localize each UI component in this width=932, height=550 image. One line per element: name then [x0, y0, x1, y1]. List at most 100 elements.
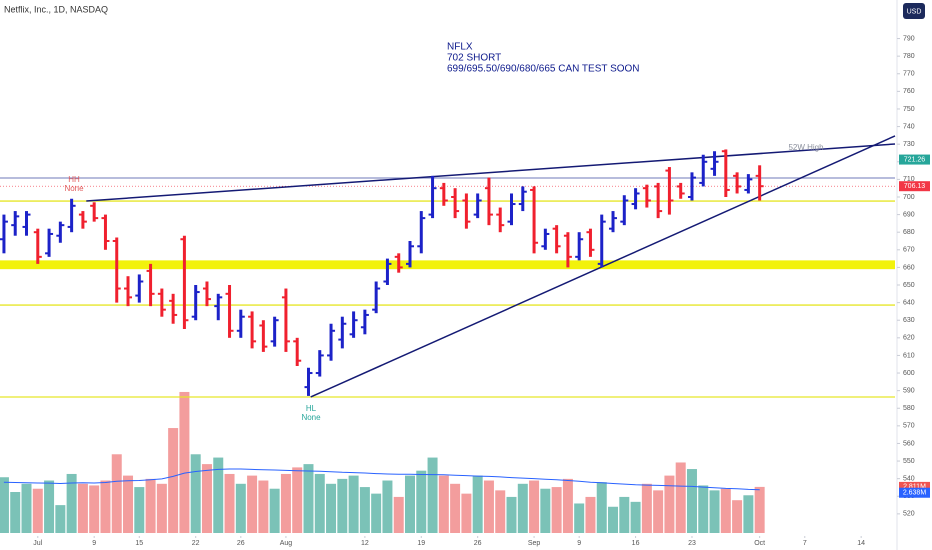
volume-bar — [55, 505, 66, 533]
volume-bar — [382, 480, 393, 533]
chart-title: Netflix, Inc., 1D, NASDAQ — [4, 4, 108, 14]
volume-bar — [416, 470, 427, 533]
volume-bar — [123, 475, 134, 533]
y-tick-label: 690 — [903, 211, 915, 218]
volume-bar — [540, 488, 551, 533]
volume-bar — [258, 480, 269, 533]
y-tick-label: 600 — [903, 370, 915, 377]
x-tick-label: 12 — [361, 540, 369, 547]
y-tick-label: 610 — [903, 352, 915, 359]
volume-bar — [686, 469, 697, 533]
hh-label: None — [64, 184, 84, 193]
volume-bar — [269, 488, 280, 533]
volume-bar — [10, 492, 21, 533]
plot — [0, 135, 896, 533]
volume-bar — [235, 483, 246, 533]
y-tick-label: 650 — [903, 282, 915, 289]
y-tick-label: 700 — [903, 194, 915, 201]
volume-bar — [585, 496, 596, 533]
volume-bar — [168, 428, 179, 533]
y-tick-label: 550 — [903, 458, 915, 465]
volume-bar — [201, 464, 212, 533]
volume-bar — [280, 473, 291, 533]
volume-bar — [754, 486, 765, 533]
volume-label-box — [899, 481, 930, 492]
volume-bar — [145, 478, 156, 533]
y-tick-label: 770 — [903, 71, 915, 78]
volume-bar — [44, 480, 55, 533]
hh-label: HH — [68, 175, 80, 184]
volume-bar — [247, 475, 258, 533]
volume-bar — [348, 475, 359, 533]
note-line: 699/695.50/690/680/665 CAN TEST SOON — [447, 64, 640, 75]
y-tick-label: 640 — [903, 299, 915, 306]
x-tick-label: 15 — [135, 540, 143, 547]
volume-bar — [32, 488, 43, 533]
volume-label: 2.811M — [903, 484, 926, 491]
y-tick-label: 660 — [903, 264, 915, 271]
x-tick-label: 19 — [417, 540, 425, 547]
volume-bar — [450, 483, 461, 533]
volume-bar — [653, 490, 664, 533]
volume-bar — [630, 501, 641, 533]
volume-bar — [303, 464, 314, 533]
x-tick-label: Oct — [754, 540, 765, 547]
volume-bar — [461, 493, 472, 533]
volume-bar — [495, 490, 506, 533]
volume-bar — [664, 475, 675, 533]
volume-bar — [66, 473, 77, 533]
note-line: NFLX — [447, 42, 473, 53]
y-tick-label: 730 — [903, 141, 915, 148]
hl-label: None — [301, 413, 321, 422]
volume-bar — [156, 483, 167, 533]
volume-bar — [732, 500, 743, 533]
volume-bar — [337, 478, 348, 533]
volume-bar — [619, 496, 630, 533]
volume-bar — [438, 475, 449, 533]
trend-line — [86, 143, 896, 202]
hl-label: HL — [306, 404, 317, 413]
x-tick-label: 23 — [688, 540, 696, 547]
y-tick-label: 760 — [903, 88, 915, 95]
volume-bar — [134, 487, 145, 533]
x-tick-label: 9 — [92, 540, 96, 547]
currency-box[interactable] — [903, 3, 925, 19]
volume-bar — [190, 454, 201, 533]
y-tick-label: 540 — [903, 476, 915, 483]
y-tick-label: 790 — [903, 35, 915, 42]
volume-bar — [709, 490, 720, 533]
y-tick-label: 620 — [903, 335, 915, 342]
x-tick-label: Sep — [528, 540, 541, 547]
volume-bar — [529, 480, 540, 533]
x-tick-label: 7 — [803, 540, 807, 547]
volume-bar — [100, 480, 111, 533]
y-tick-label: 750 — [903, 106, 915, 113]
high-label: 52W High — [788, 143, 823, 152]
volume-bar — [111, 454, 122, 533]
zone — [0, 260, 895, 270]
volume-bar — [720, 488, 731, 533]
volume-bar — [574, 503, 585, 533]
volume-bar — [596, 482, 607, 533]
volume-bar — [675, 462, 686, 533]
y-tick-label: 580 — [903, 405, 915, 412]
y-tick-label: 560 — [903, 440, 915, 447]
price-label: 721.26 — [904, 156, 926, 163]
note-line: 702 SHORT — [447, 53, 501, 64]
x-tick-label: 14 — [857, 540, 865, 547]
y-tick-label: 710 — [903, 176, 915, 183]
x-tick-label: Jul — [33, 540, 42, 547]
volume-bar — [517, 483, 528, 533]
x-tick-label: Aug — [280, 540, 293, 547]
volume-bar — [0, 477, 9, 533]
y-tick-label: 680 — [903, 229, 915, 236]
volume-bar — [326, 483, 337, 533]
y-tick-label: 780 — [903, 53, 915, 60]
volume-bar — [472, 475, 483, 533]
volume-bar — [427, 457, 438, 533]
volume-bar — [551, 487, 562, 533]
price-label-box — [899, 154, 930, 165]
volume-label: 2.638M — [903, 490, 927, 497]
